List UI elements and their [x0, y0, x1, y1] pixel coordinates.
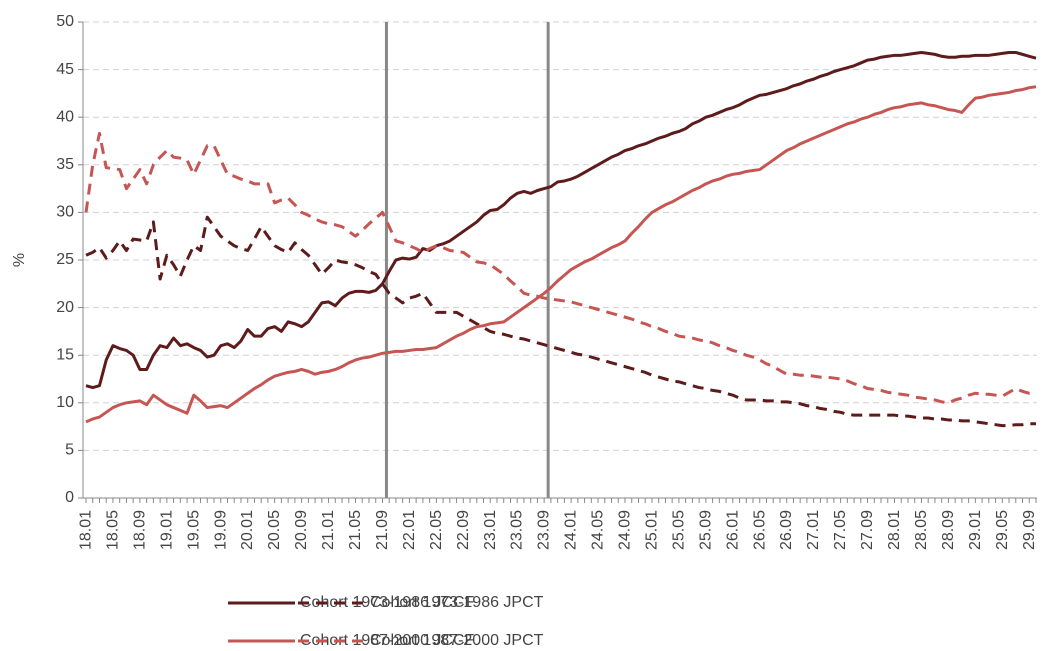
x-tick-label: 26.09 [778, 510, 795, 550]
x-tick-label: 20.01 [239, 510, 256, 550]
y-axis-label: % [11, 253, 28, 267]
x-tick-label: 19.01 [158, 510, 175, 550]
x-tick-label: 25.01 [643, 510, 660, 550]
y-tick-label: 0 [65, 489, 74, 506]
x-tick-label: 22.09 [455, 510, 472, 550]
series-line [85, 50, 1037, 390]
x-tick-label: 22.01 [401, 510, 418, 550]
x-tick-label: 29.01 [967, 510, 984, 550]
series-line [84, 131, 1036, 405]
x-tick-label: 23.09 [536, 510, 553, 550]
y-tick-label: 25 [56, 251, 74, 268]
y-tick-label: 20 [56, 299, 74, 316]
x-tick-label: 25.05 [670, 510, 687, 550]
x-tick-label: 24.01 [563, 510, 580, 550]
x-tick-label: 24.09 [617, 510, 634, 550]
x-tick-label: 26.01 [724, 510, 741, 550]
x-tick-label: 21.05 [347, 510, 364, 550]
series-line [85, 215, 1036, 428]
x-tick-label: 23.01 [482, 510, 499, 550]
x-tick-label: 28.09 [940, 510, 957, 550]
x-tick-label: 23.05 [509, 510, 526, 550]
legend-label: Cohort 1973-1986 JPCT [370, 594, 544, 611]
x-tick-label: 27.09 [859, 510, 876, 550]
x-tick-label: 28.01 [886, 510, 903, 550]
y-tick-label: 10 [56, 394, 74, 411]
x-tick-label: 25.09 [697, 510, 714, 550]
y-tick-label: 35 [56, 156, 74, 173]
y-tick-label: 15 [56, 346, 74, 363]
x-tick-label: 18.05 [104, 510, 121, 550]
x-tick-label: 20.05 [266, 510, 283, 550]
x-tick-label: 20.09 [293, 510, 310, 550]
y-tick-label: 30 [56, 204, 74, 221]
x-tick-label: 19.09 [212, 510, 229, 550]
x-tick-label: 21.01 [320, 510, 337, 550]
y-tick-label: 40 [56, 108, 74, 125]
legend-label: Cohort 1987-2000 JCCF [300, 632, 475, 649]
x-tick-label: 27.01 [805, 510, 822, 550]
x-tick-label: 26.05 [751, 510, 768, 550]
x-tick-label: 28.05 [913, 510, 930, 550]
x-tick-label: 27.05 [832, 510, 849, 550]
series-line [85, 85, 1037, 424]
legend-label: Cohort 1973-1986 JCCF [300, 594, 475, 611]
x-tick-label: 18.01 [78, 510, 95, 550]
x-tick-label: 22.05 [428, 510, 445, 550]
y-tick-label: 45 [56, 61, 74, 78]
x-tick-label: 19.05 [185, 510, 202, 550]
y-tick-label: 50 [56, 13, 74, 30]
x-tick-label: 24.05 [590, 510, 607, 550]
x-tick-label: 29.05 [994, 510, 1011, 550]
y-tick-label: 5 [65, 442, 74, 459]
x-tick-label: 29.09 [1021, 510, 1038, 550]
legend-label: Cohort 1987-2000 JPCT [370, 632, 544, 649]
x-tick-label: 21.09 [374, 510, 391, 550]
x-tick-label: 18.09 [131, 510, 148, 550]
